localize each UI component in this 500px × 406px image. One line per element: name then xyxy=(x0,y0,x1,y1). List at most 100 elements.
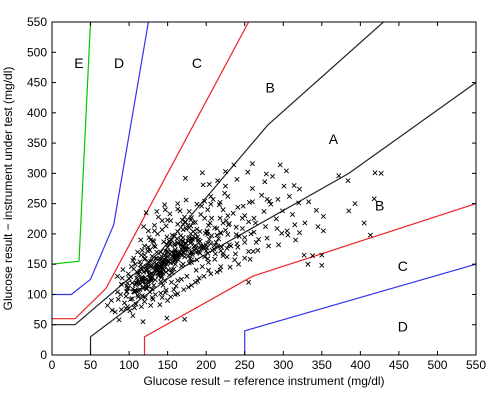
data-point xyxy=(212,251,218,257)
data-point xyxy=(169,270,175,276)
data-point xyxy=(175,206,181,212)
data-point xyxy=(209,233,215,239)
data-point xyxy=(163,269,169,275)
data-point xyxy=(320,228,326,234)
data-point xyxy=(218,230,224,236)
data-point xyxy=(245,169,251,175)
zone-boundary-line-3 xyxy=(52,21,250,320)
data-point xyxy=(163,287,169,293)
data-point xyxy=(165,217,171,223)
zone-label-c: C xyxy=(192,55,202,71)
data-point xyxy=(138,252,144,258)
data-point xyxy=(129,280,135,286)
data-point xyxy=(302,220,308,226)
data-point xyxy=(250,248,256,255)
y-tick-label: 0 xyxy=(40,348,47,362)
data-point xyxy=(266,198,272,204)
data-point xyxy=(155,273,161,279)
data-point xyxy=(168,237,175,243)
data-point xyxy=(180,250,186,256)
data-point xyxy=(256,236,262,242)
data-point xyxy=(319,262,325,268)
data-point xyxy=(189,235,195,241)
data-point xyxy=(246,248,252,255)
zone-boundary-line-4 xyxy=(52,21,384,326)
data-point xyxy=(296,200,302,206)
data-point xyxy=(262,179,268,185)
x-tick-label: 50 xyxy=(84,358,98,372)
data-point xyxy=(291,182,297,189)
data-point xyxy=(155,214,161,220)
data-point xyxy=(208,271,214,277)
data-point xyxy=(284,228,290,234)
data-point xyxy=(178,233,184,239)
data-point xyxy=(121,300,128,306)
data-point xyxy=(214,269,220,275)
data-point xyxy=(157,255,163,261)
data-point xyxy=(185,284,192,290)
zone-label-d: D xyxy=(398,318,408,334)
data-point xyxy=(305,261,311,267)
data-point xyxy=(203,248,209,254)
x-tick-label: 150 xyxy=(158,358,178,372)
data-point xyxy=(162,248,168,254)
data-point xyxy=(182,214,188,220)
data-point xyxy=(118,281,124,287)
data-point xyxy=(208,201,214,207)
data-point xyxy=(194,257,200,263)
y-tick-label: 50 xyxy=(34,318,48,332)
data-point xyxy=(135,294,141,300)
data-point xyxy=(182,240,188,246)
data-point xyxy=(193,267,199,273)
data-point xyxy=(131,289,138,295)
data-point xyxy=(162,277,168,284)
y-tick-label: 100 xyxy=(27,287,47,301)
data-point xyxy=(215,243,221,249)
data-point xyxy=(143,210,149,216)
data-point xyxy=(146,268,152,274)
data-point xyxy=(114,273,121,279)
data-point xyxy=(196,275,202,281)
data-point xyxy=(143,267,149,273)
data-point xyxy=(154,249,160,255)
data-point xyxy=(173,283,179,289)
data-point xyxy=(240,203,246,209)
zone-boundary-line-7 xyxy=(244,263,477,355)
data-point xyxy=(176,250,182,256)
data-point xyxy=(145,248,151,254)
data-point xyxy=(178,276,185,282)
data-point xyxy=(202,215,208,221)
data-point xyxy=(279,230,285,236)
y-tick-label: 550 xyxy=(27,15,47,29)
data-point xyxy=(195,239,202,245)
data-point xyxy=(129,296,135,302)
data-point xyxy=(149,253,155,259)
data-point xyxy=(192,231,198,237)
data-point xyxy=(135,287,141,293)
data-point xyxy=(205,267,212,273)
data-point xyxy=(195,234,201,240)
x-axis-ticks: 0 50 100 150 200 250 300 350 400 450 500 550 xyxy=(49,22,486,372)
data-point xyxy=(145,278,151,284)
data-point xyxy=(188,215,195,221)
data-point xyxy=(186,245,192,251)
data-point xyxy=(194,226,200,232)
data-point xyxy=(191,244,197,250)
data-point xyxy=(233,231,239,238)
data-point xyxy=(215,178,221,184)
data-point xyxy=(336,173,342,179)
data-point xyxy=(253,239,259,245)
data-point xyxy=(128,274,134,280)
zone-boundary-line-5 xyxy=(89,82,477,355)
data-point xyxy=(201,273,207,279)
data-point xyxy=(209,215,215,221)
zone-boundary-line-2 xyxy=(52,21,149,296)
data-point xyxy=(133,301,139,307)
data-point xyxy=(225,222,232,228)
data-point xyxy=(236,261,242,267)
data-point xyxy=(189,251,195,258)
data-point xyxy=(138,304,144,310)
data-point xyxy=(178,246,185,252)
data-point xyxy=(320,213,326,219)
